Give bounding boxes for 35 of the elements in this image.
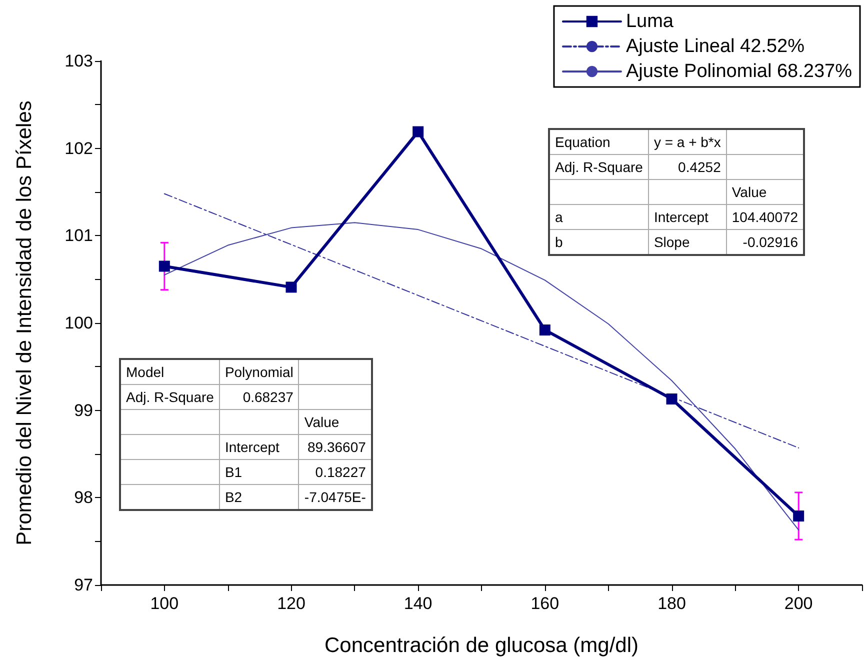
x-tick-label: 160 (530, 594, 560, 613)
text: B1 0.18227 (224, 464, 366, 480)
text: Adj. R-Square 0.4252 (555, 159, 721, 175)
y-tick-label: 100 (64, 314, 93, 332)
point (286, 282, 297, 293)
text: Adj. R-Square 0.68237 (126, 389, 294, 405)
legend-label: Ajuste Polinomial 68.237% (626, 61, 852, 82)
point (666, 393, 678, 404)
point (412, 126, 424, 138)
text: b Slope -0.02916 (555, 234, 798, 250)
y-tick-label: 97 (74, 576, 93, 594)
x-tick-label: 180 (658, 594, 686, 613)
x-tick-label: 100 (150, 594, 179, 613)
y-tick-label: 103 (64, 52, 93, 70)
x-tick-label: 200 (784, 594, 813, 613)
legend-label: Ajuste Lineal 42.52% (626, 36, 805, 57)
text: B2 -7.0475E- (224, 489, 366, 505)
annotation: Value (298, 410, 372, 434)
y-axis-title: Promedio del Nivel de Intensidad de los Píxeles (13, 100, 36, 546)
x-axis-title: Concentración de glucosa (mg/dl) (324, 634, 638, 657)
point (793, 510, 804, 522)
y-tick-label: 98 (74, 488, 93, 508)
y-tick-label: 99 (74, 400, 93, 420)
annotation: Value (726, 180, 804, 204)
point (539, 324, 550, 336)
x-tick-label: 120 (277, 594, 306, 613)
point (158, 260, 170, 272)
text: Equation y = a + b*x (555, 134, 721, 150)
text: Model Polynomial (126, 364, 294, 380)
x-tick-label: 140 (404, 594, 432, 613)
legend-label: Luma (626, 11, 674, 32)
text: Intercept 89.36607 (224, 439, 366, 455)
y-tick-label: 101 (64, 226, 93, 246)
text: a Intercept 104.40072 (555, 209, 798, 225)
y-tick-label: 102 (64, 138, 93, 158)
